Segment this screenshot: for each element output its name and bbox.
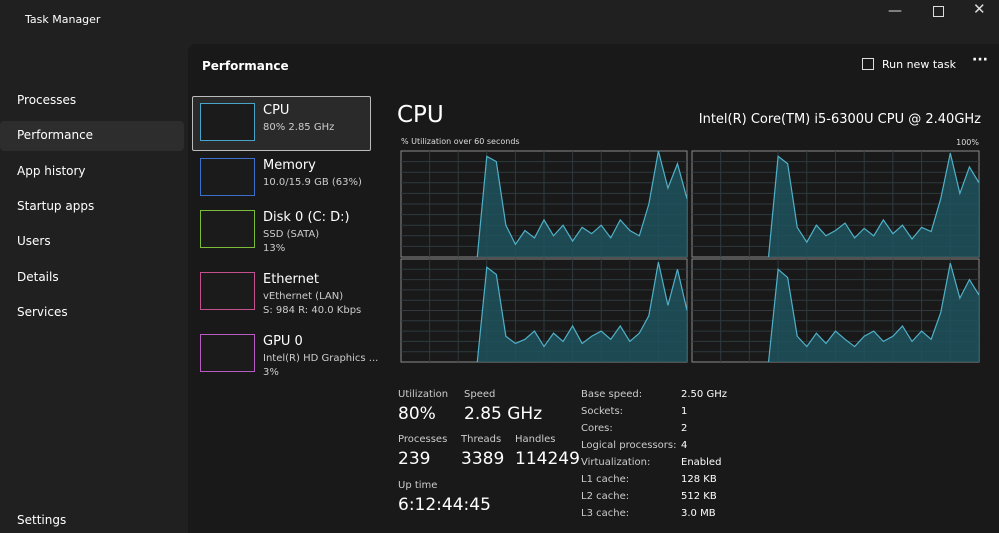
spec-label: Cores: [581, 423, 613, 434]
nav-item[interactable]: Performance [17, 128, 94, 142]
device-name[interactable]: Disk 0 (C: D:) [263, 210, 350, 225]
core-line [767, 152, 980, 258]
stat-label: Handles [515, 434, 556, 445]
spec-label: L2 cache: [581, 491, 630, 502]
nav-selected-bg [0, 121, 184, 151]
y-tick-label: 100% [956, 138, 979, 147]
spec-value: Enabled [681, 457, 722, 468]
device-detail: 80% 2.85 GHz [263, 122, 335, 133]
window-title: Task Manager [25, 13, 101, 26]
device-detail: 10.0/15.9 GB (63%) [263, 177, 362, 188]
device-thumb [200, 103, 255, 141]
device-name[interactable]: Ethernet [263, 272, 319, 287]
nav-settings[interactable]: Settings [17, 513, 67, 527]
core-line [767, 262, 980, 363]
core-area [477, 262, 687, 362]
run-task-icon [862, 58, 874, 70]
stat-value: 80% [398, 404, 436, 424]
nav-item[interactable]: Details [17, 270, 59, 284]
minimize-button[interactable]: — [888, 3, 902, 19]
device-detail: 3% [263, 367, 279, 378]
core-line [476, 261, 688, 363]
cpu-title: CPU [397, 102, 444, 128]
maximize-button[interactable] [933, 6, 944, 17]
run-new-task-button[interactable]: Run new task [882, 58, 956, 71]
device-detail: S: 984 R: 40.0 Kbps [263, 305, 362, 316]
close-button[interactable]: ✕ [973, 0, 986, 18]
device-detail: 13% [263, 243, 286, 254]
spec-value: 3.0 MB [681, 508, 716, 519]
core-area [768, 263, 979, 362]
device-detail: Intel(R) HD Graphics ... [263, 353, 379, 364]
device-detail: vEthernet (LAN) [263, 291, 344, 302]
stat-value: 3389 [461, 449, 505, 469]
core-area [477, 151, 687, 257]
spec-value: 1 [681, 406, 688, 417]
stat-value: 6:12:44:45 [398, 495, 491, 515]
nav-item[interactable]: App history [17, 164, 86, 178]
spec-value: 2 [681, 423, 688, 434]
stat-label: Up time [398, 480, 438, 491]
graph-label: % Utilization over 60 seconds [401, 137, 520, 146]
spec-value: 128 KB [681, 474, 717, 485]
device-detail: SSD (SATA) [263, 229, 320, 240]
device-thumb [200, 158, 255, 196]
device-thumb [200, 334, 255, 372]
nav-item[interactable]: Processes [17, 93, 77, 107]
page-title: Performance [202, 59, 289, 73]
stat-value: 2.85 GHz [464, 404, 543, 424]
spec-label: Base speed: [581, 389, 643, 400]
device-thumb [200, 210, 255, 248]
spec-label: Virtualization: [581, 457, 651, 468]
stat-label: Processes [398, 434, 448, 445]
stat-label: Utilization [398, 389, 449, 400]
nav-item[interactable]: Services [17, 305, 68, 319]
device-thumb [200, 272, 255, 310]
device-name[interactable]: CPU [263, 103, 290, 118]
stat-value: 239 [398, 449, 431, 469]
nav-item[interactable]: Startup apps [17, 199, 95, 213]
spec-label: L1 cache: [581, 474, 630, 485]
spec-label: L3 cache: [581, 508, 630, 519]
stat-value: 114249 [515, 449, 580, 469]
device-name[interactable]: GPU 0 [263, 334, 303, 349]
spec-label: Logical processors: [581, 440, 677, 451]
spec-value: 512 KB [681, 491, 717, 502]
core-line [476, 150, 688, 258]
device-name[interactable]: Memory [263, 158, 316, 173]
stat-label: Threads [461, 434, 502, 445]
more-button[interactable]: ··· [972, 52, 988, 68]
stat-label: Speed [464, 389, 496, 400]
spec-label: Sockets: [581, 406, 624, 417]
spec-value: 2.50 GHz [681, 389, 727, 400]
spec-value: 4 [681, 440, 688, 451]
nav-item[interactable]: Users [17, 234, 51, 248]
cpu-model: Intel(R) Core(TM) i5-6300U CPU @ 2.40GHz [698, 112, 981, 127]
